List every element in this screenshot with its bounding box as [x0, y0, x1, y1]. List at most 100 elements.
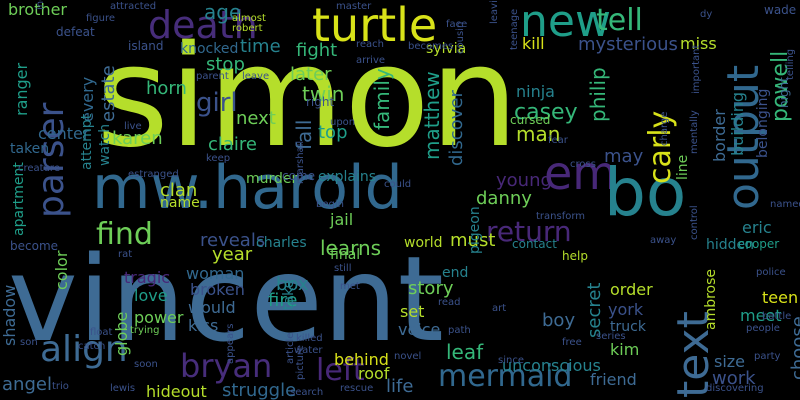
word-right: right [306, 95, 335, 109]
word-eric: eric [742, 218, 772, 237]
word-wade: wade [764, 3, 797, 17]
word-young: young [496, 170, 552, 191]
word-important: important [691, 44, 702, 94]
word-return: return [486, 215, 572, 248]
word-find: find [96, 217, 153, 252]
word-kill: kill [522, 34, 545, 53]
word-upon: upon [330, 117, 356, 128]
word-size: size [714, 352, 746, 371]
word-life: life [386, 376, 414, 397]
word-discover: discover [446, 90, 467, 166]
word-reveals: reveals [200, 230, 266, 251]
word-reach: reach [356, 39, 385, 50]
word-learns: learns [320, 236, 382, 260]
word-border: border [710, 109, 729, 162]
word-parser: parser [31, 102, 72, 218]
word-charge: charge [659, 111, 670, 146]
word-arrive: arrive [356, 55, 386, 66]
word-simon: simon [96, 16, 519, 179]
word-catch: catch [78, 341, 106, 352]
word-estate: estate [98, 65, 119, 122]
word-must: must [450, 230, 496, 251]
word-sylvia: sylvia [426, 41, 467, 57]
word-year: year [212, 244, 253, 265]
word-em: em [544, 146, 618, 200]
word-fire: fire [268, 290, 298, 311]
word-leaf: leaf [446, 340, 484, 364]
word-estranged: estranged [128, 169, 179, 180]
word-death: death [148, 3, 258, 47]
word-top: top [318, 122, 348, 143]
word-story: story [408, 278, 454, 299]
word-mysterious: mysterious [578, 34, 678, 55]
word-fear: fear [548, 135, 568, 146]
word-casey: casey [514, 100, 578, 125]
word-lewis: lewis [110, 383, 136, 394]
word-horn: horn [146, 78, 187, 99]
word-angel: angel [2, 374, 52, 395]
word-later: later [290, 64, 332, 85]
word-killed: killed [296, 333, 323, 344]
word-battle: battle [762, 311, 792, 322]
word-free: free [562, 337, 582, 348]
word-time: time [240, 36, 281, 57]
word-still: still [334, 263, 352, 274]
word-woman: woman [186, 264, 245, 283]
word-attempt: attempt [79, 113, 95, 170]
word-teen: teen [762, 288, 799, 307]
word-bryan: bryan [180, 347, 273, 385]
word-ambrose: ambrose [703, 268, 719, 330]
word-teenage: teenage [509, 8, 520, 50]
word-knocked: knocked [180, 41, 239, 57]
word-world: world [404, 235, 443, 251]
word-belonging: belonging [755, 88, 771, 158]
word-discovering: discovering [706, 383, 764, 394]
word-live: live [124, 121, 142, 132]
word-new: new [520, 0, 611, 47]
word-vincent: vincent [8, 230, 444, 368]
word-take: take [281, 279, 297, 310]
word-age: age [204, 0, 242, 24]
word-bo: bo [604, 154, 687, 231]
word-final: final [330, 247, 361, 263]
word-left: left [316, 353, 365, 388]
word-pigeon: pigeon [467, 206, 483, 254]
word-set: set [400, 302, 425, 321]
word-secret: secret [584, 282, 605, 339]
word-cross: cross [570, 159, 596, 170]
word-color: color [52, 250, 71, 290]
word-friend: friend [590, 370, 637, 389]
word-dy: dy [700, 9, 713, 20]
word-series: series [596, 331, 626, 342]
word-mentally: mentally [689, 110, 700, 154]
word-murder: murder [246, 171, 298, 187]
word-tell: tell [596, 3, 643, 38]
word-voice: voice [398, 320, 441, 339]
word-taken: taken [10, 141, 50, 157]
word-name: name [160, 195, 200, 211]
word-named: named [770, 199, 800, 210]
word-struggle: struggle [222, 380, 297, 400]
word-choose: choose [788, 316, 800, 380]
word-marshall: marshall [295, 140, 306, 184]
word-leave: leave [242, 71, 270, 82]
word-master: master [336, 1, 372, 12]
word-ranger: ranger [12, 62, 31, 116]
word-help: help [562, 249, 588, 263]
word-roof: roof [358, 364, 390, 383]
word-broken: broken [190, 280, 245, 299]
word-read: read [438, 297, 461, 308]
word-kiss: kiss [188, 316, 219, 335]
word-clan: clan [160, 180, 198, 201]
word-away: away [650, 235, 677, 246]
word-police: police [756, 267, 786, 278]
word-search: search [290, 387, 324, 398]
word-mermaid: mermaid [438, 359, 573, 394]
word-building: building [728, 91, 747, 156]
word-telling: telling [785, 48, 796, 80]
word-box: box [276, 274, 309, 295]
word-art: art [492, 303, 507, 314]
word-met: met [340, 281, 360, 292]
word-soon: soon [134, 359, 158, 370]
